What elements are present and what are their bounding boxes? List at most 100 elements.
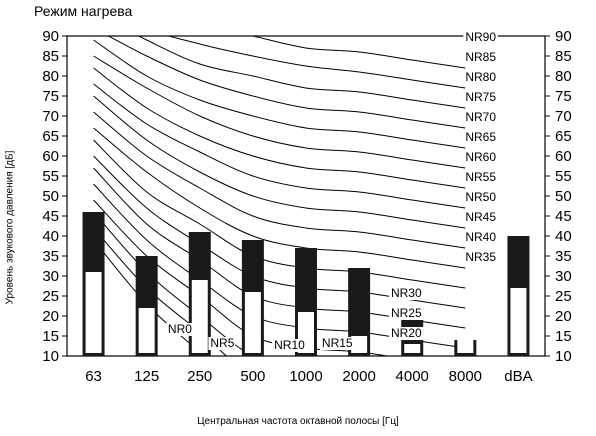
y-tick-label-left: 75	[42, 88, 59, 105]
nr-curve-label: NR50	[465, 190, 496, 204]
y-tick-label-left: 25	[42, 288, 59, 305]
nr-curve	[137, 36, 466, 109]
nr-label-bg	[388, 307, 424, 320]
nr-curve-label: NR5	[210, 336, 234, 350]
x-axis-label: Центральная частота октавной полосы [Гц]	[197, 416, 399, 427]
x-tick-label: 1000	[289, 368, 322, 385]
nr-label-bg	[463, 111, 498, 124]
nr-curve-label: NR60	[465, 150, 496, 164]
y-tick-label-left: 80	[42, 68, 59, 85]
y-tick-label-right: 20	[555, 308, 572, 325]
y-tick-label-right: 60	[555, 148, 572, 165]
y-tick-label-right: 80	[555, 68, 572, 85]
nr-curve	[93, 55, 466, 169]
nr-curve-label: NR40	[465, 230, 496, 244]
nr-label-bg	[388, 287, 424, 300]
y-tick-label-left: 10	[42, 348, 59, 365]
y-tick-label-left: 35	[42, 248, 59, 265]
bar-light	[138, 308, 155, 353]
nr-curve-label: NR85	[465, 50, 496, 64]
nr-label-bg	[463, 171, 498, 184]
bar-light	[85, 272, 102, 353]
x-tick-label: 2000	[342, 368, 375, 385]
nr-curve	[93, 39, 466, 149]
nr-curve	[93, 95, 466, 229]
y-tick-label-right: 30	[555, 268, 572, 285]
nr-label-bg	[208, 337, 236, 350]
nr-curve	[107, 36, 466, 129]
y-tick-label-right: 65	[555, 128, 572, 145]
nr-curve	[93, 127, 466, 269]
y-tick-label-left: 50	[42, 188, 59, 205]
x-tick-label: 8000	[449, 368, 482, 385]
y-tick-label-right: 45	[555, 208, 572, 225]
nr-curve-label: NR15	[322, 336, 353, 350]
bar-light	[510, 288, 527, 353]
nr-curve-label: NR70	[465, 110, 496, 124]
nr-label-bg	[463, 131, 498, 144]
nr-curve	[93, 111, 466, 249]
x-tick-label: 125	[134, 368, 159, 385]
nr-curve	[93, 83, 466, 209]
chart-title: Режим нагрева	[34, 3, 133, 19]
y-tick-label-left: 45	[42, 208, 59, 225]
x-tick-label: 63	[85, 368, 102, 385]
nr-label-bg	[463, 211, 498, 224]
nr-label-bg	[388, 327, 424, 340]
nr-curve-label: NR65	[465, 130, 496, 144]
bar-dark	[348, 268, 371, 356]
nr-curve	[167, 36, 466, 89]
y-tick-label-right: 75	[555, 88, 572, 105]
bar-light	[351, 336, 368, 353]
nr-label-bg	[463, 71, 498, 84]
y-tick-label-left: 70	[42, 108, 59, 125]
bar-light	[244, 292, 261, 353]
bar-light	[404, 344, 421, 353]
y-tick-label-left: 15	[42, 328, 59, 345]
nr-curve	[93, 67, 466, 189]
y-tick-label-left: 55	[42, 168, 59, 185]
y-tick-label-right: 35	[555, 248, 572, 265]
y-tick-label-left: 85	[42, 48, 59, 65]
nr-curve-label: NR25	[391, 306, 422, 320]
nr-label-bg	[463, 231, 498, 244]
nr-label-bg	[319, 337, 355, 350]
y-tick-label-right: 40	[555, 228, 572, 245]
y-tick-label-right: 15	[555, 328, 572, 345]
nr-curve-label: NR0	[168, 322, 192, 336]
bar-light	[191, 280, 208, 353]
y-tick-label-right: 55	[555, 168, 572, 185]
nr-label-bg	[165, 323, 193, 336]
nr-curve-label: NR10	[274, 338, 305, 352]
y-tick-label-left: 40	[42, 228, 59, 245]
y-tick-label-left: 90	[42, 28, 59, 45]
y-tick-label-right: 85	[555, 48, 572, 65]
y-tick-label-left: 30	[42, 268, 59, 285]
nr-curve-label: NR55	[465, 170, 496, 184]
y-tick-label-right: 90	[555, 28, 572, 45]
nr-curve	[250, 36, 466, 69]
nr-curve-label: NR20	[391, 326, 422, 340]
nr-curve-label: NR75	[465, 90, 496, 104]
nr-curve-label: NR35	[465, 250, 496, 264]
nr-label-bg	[272, 339, 307, 352]
nr-curve-label: NR80	[465, 70, 496, 84]
y-tick-label-right: 10	[555, 348, 572, 365]
nr-label-bg	[463, 151, 498, 164]
nr-label-bg	[463, 91, 498, 104]
y-tick-label-right: 70	[555, 108, 572, 125]
y-tick-label-right: 25	[555, 288, 572, 305]
nr-curve-label: NR90	[465, 30, 496, 44]
y-tick-label-right: 50	[555, 188, 572, 205]
nr-curve	[93, 139, 466, 289]
y-tick-label-left: 20	[42, 308, 59, 325]
nr-label-bg	[463, 191, 498, 204]
nr-label-bg	[463, 51, 498, 64]
nr-curve-label: NR30	[391, 286, 422, 300]
x-tick-label: 4000	[396, 368, 429, 385]
x-tick-label: 500	[240, 368, 265, 385]
bar-light	[457, 340, 474, 353]
nr-label-bg	[463, 251, 498, 264]
nr-label-bg	[463, 31, 498, 44]
